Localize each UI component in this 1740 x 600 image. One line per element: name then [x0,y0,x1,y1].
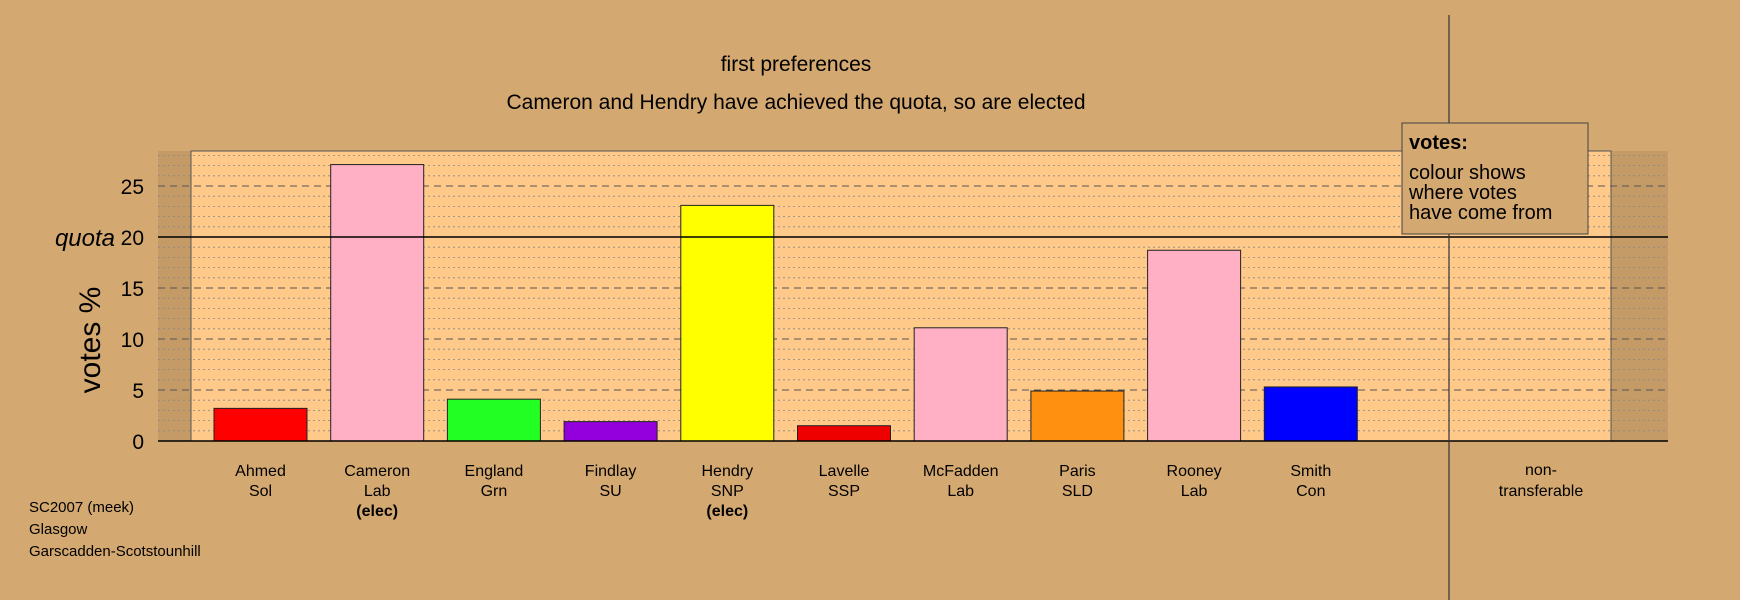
bar-lavelle [797,425,891,442]
nontransferable-label: transferable [1499,483,1584,500]
bar-ahmed [213,407,308,442]
y-tick-label: 0 [132,431,144,454]
x-tick-labels: Ahmed Sol Cameron Lab (elec) England Grn Findla… [235,463,1331,520]
y-axis-label: votes % [74,287,107,394]
bar-rooney [1147,249,1242,442]
bar-cameron [330,164,425,442]
party-label: SU [599,483,621,500]
bar-paris [1030,390,1125,442]
footer-city: Glasgow [29,521,88,538]
bar-england [446,398,541,442]
party-label: Con [1296,483,1325,500]
footer-ward: Garscadden-Scotstounhill [29,543,201,560]
legend-box [1401,122,1589,235]
axes [158,15,1668,600]
legend-line: have come from [1409,202,1552,224]
party-label: Lab [1181,483,1208,500]
party-label: Lab [364,483,391,500]
party-label: SLD [1062,483,1093,500]
candidate-name-label: England [465,463,524,480]
elected-label: (elec) [356,503,398,520]
party-label: SNP [711,483,744,500]
y-tick-labels: 0 5 10 15 20 25 [121,176,144,454]
candidate-name-label: Lavelle [819,463,870,480]
party-label: Sol [249,483,272,500]
quota-label: quota [55,225,115,252]
plot-background [190,150,1612,442]
party-label: SSP [828,483,860,500]
legend: votes: colour shows where votes have com… [1401,122,1589,235]
y-tick-label: 10 [121,329,144,352]
party-label: Grn [481,483,508,500]
chart-subtitle: Cameron and Hendry have achieved the quo… [506,91,1085,114]
candidate-name-label: Smith [1290,463,1331,480]
bar-findlay [563,421,658,442]
y-tick-label: 5 [132,380,144,403]
candidate-name-label: McFadden [923,463,999,480]
legend-line: colour shows [1409,162,1526,184]
footer-election: SC2007 (meek) [29,499,134,516]
chart-title: first preferences [721,53,872,76]
bars [213,164,1358,442]
elected-label: (elec) [706,503,748,520]
party-label: Lab [947,483,974,500]
y-tick-label: 20 [121,227,144,250]
bar-smith [1263,386,1358,442]
candidate-name-label: Paris [1059,463,1095,480]
legend-title: votes: [1409,132,1468,154]
candidate-name-label: Findlay [585,463,637,480]
bar-mcfadden [913,327,1008,442]
nontransferable-label: non- [1525,462,1557,479]
legend-line: where votes [1408,182,1517,204]
candidate-name-label: Hendry [702,463,754,480]
candidate-name-label: Rooney [1167,463,1222,480]
y-tick-label: 15 [121,278,144,301]
bar-hendry [680,204,775,442]
candidate-name-label: Ahmed [235,463,286,480]
candidate-name-label: Cameron [344,463,410,480]
y-tick-label: 25 [121,176,144,199]
